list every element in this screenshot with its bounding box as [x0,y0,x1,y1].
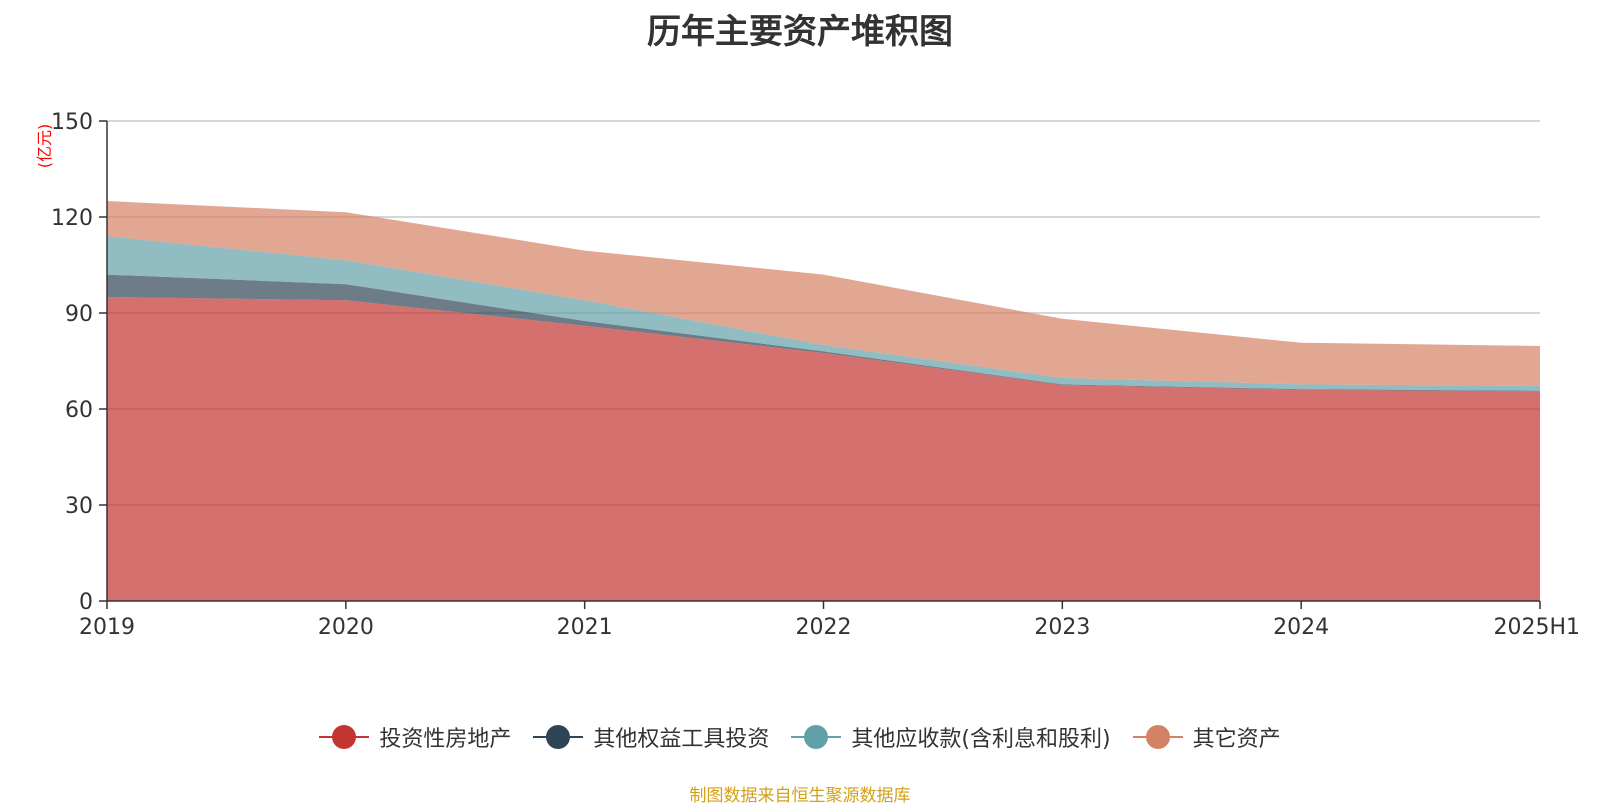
legend-marker-icon [533,725,584,749]
x-tick-label: 2023 [1034,615,1090,640]
area-series-2[interactable] [107,236,1540,391]
y-tick-label: 150 [51,110,93,135]
legend-item[interactable]: 其他应收款(含利息和股利) [791,721,1111,753]
x-tick-label: 2022 [796,615,852,640]
y-tick-label: 120 [51,206,93,231]
legend-label: 其他应收款(含利息和股利) [851,727,1111,752]
x-tick-label: 2024 [1273,615,1329,640]
y-tick-label: 60 [65,398,93,423]
legend-item[interactable]: 投资性房地产 [319,721,511,753]
x-tick-label: 2025H1 [1493,615,1580,640]
x-tick-label: 2020 [318,615,374,640]
y-tick-label: 90 [65,302,93,327]
area-series [107,201,1540,601]
legend-marker-icon [1132,725,1183,749]
y-tick-label: 0 [79,590,93,615]
area-series-3[interactable] [107,201,1540,386]
source-note: 制图数据来自恒生聚源数据库 [689,786,911,806]
area-series-1[interactable] [107,274,1540,392]
legend-label: 其他权益工具投资 [593,727,770,752]
legend-item[interactable]: 其他权益工具投资 [533,721,769,753]
legend-marker-icon [319,725,370,749]
legend-marker-icon [791,725,842,749]
chart-title: 历年主要资产堆积图 [647,12,953,52]
legend-item[interactable]: 其它资产 [1132,721,1281,753]
y-axis-unit: (亿元) [35,124,54,169]
legend: 投资性房地产 其他权益工具投资 其他应收款(含利息和股利) 其它资产 [0,720,1600,754]
x-tick-label: 2019 [79,615,135,640]
legend-label: 其它资产 [1192,727,1281,752]
axes: 0 30 60 90 120 150 2019 2020 2021 2022 2023 2024 202… [51,110,1580,640]
legend-label: 投资性房地产 [379,727,512,752]
x-tick-label: 2021 [557,615,613,640]
area-series-0[interactable] [107,297,1540,601]
y-tick-label: 30 [65,494,93,519]
